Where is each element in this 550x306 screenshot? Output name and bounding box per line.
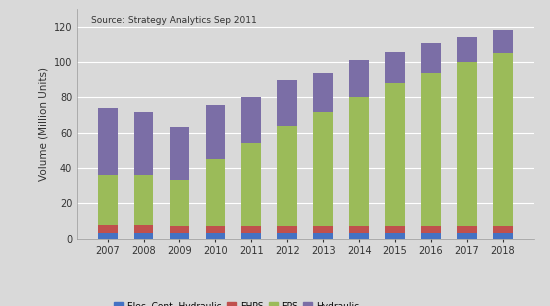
Bar bbox=[277, 226, 297, 233]
Bar bbox=[134, 233, 153, 239]
Bar bbox=[421, 226, 441, 233]
Bar bbox=[385, 51, 405, 83]
Bar bbox=[314, 226, 333, 233]
Text: Source: Strategy Analytics Sep 2011: Source: Strategy Analytics Sep 2011 bbox=[91, 16, 256, 25]
Bar bbox=[457, 226, 477, 233]
Bar bbox=[134, 225, 153, 233]
Bar bbox=[349, 226, 369, 233]
Bar bbox=[493, 226, 513, 233]
Bar bbox=[98, 108, 118, 175]
Bar bbox=[169, 226, 189, 233]
Bar bbox=[493, 233, 513, 239]
Bar bbox=[241, 233, 261, 239]
Bar bbox=[385, 226, 405, 233]
Bar bbox=[277, 80, 297, 126]
Bar bbox=[98, 225, 118, 233]
Bar bbox=[314, 233, 333, 239]
Bar bbox=[457, 37, 477, 62]
Bar bbox=[349, 233, 369, 239]
Legend: Elec. Cont. Hydraulic, EHPS, EPS, Hydraulic: Elec. Cont. Hydraulic, EHPS, EPS, Hydrau… bbox=[111, 298, 363, 306]
Bar bbox=[134, 112, 153, 175]
Bar bbox=[206, 105, 225, 159]
Bar bbox=[206, 233, 225, 239]
Bar bbox=[385, 83, 405, 226]
Bar bbox=[314, 112, 333, 226]
Bar bbox=[421, 73, 441, 226]
Bar bbox=[349, 60, 369, 97]
Bar bbox=[457, 62, 477, 226]
Bar bbox=[457, 233, 477, 239]
Bar bbox=[169, 233, 189, 239]
Bar bbox=[241, 226, 261, 233]
Bar bbox=[314, 73, 333, 112]
Bar bbox=[277, 126, 297, 226]
Bar bbox=[277, 233, 297, 239]
Bar bbox=[169, 181, 189, 226]
Bar bbox=[421, 43, 441, 73]
Bar bbox=[421, 233, 441, 239]
Bar bbox=[98, 175, 118, 225]
Bar bbox=[169, 128, 189, 181]
Bar bbox=[349, 97, 369, 226]
Bar bbox=[241, 143, 261, 226]
Bar bbox=[493, 30, 513, 53]
Bar bbox=[241, 97, 261, 143]
Bar bbox=[493, 53, 513, 226]
Bar bbox=[98, 233, 118, 239]
Bar bbox=[206, 226, 225, 233]
Bar bbox=[206, 159, 225, 226]
Y-axis label: Volume (Million Units): Volume (Million Units) bbox=[38, 67, 48, 181]
Bar bbox=[134, 175, 153, 225]
Bar bbox=[385, 233, 405, 239]
